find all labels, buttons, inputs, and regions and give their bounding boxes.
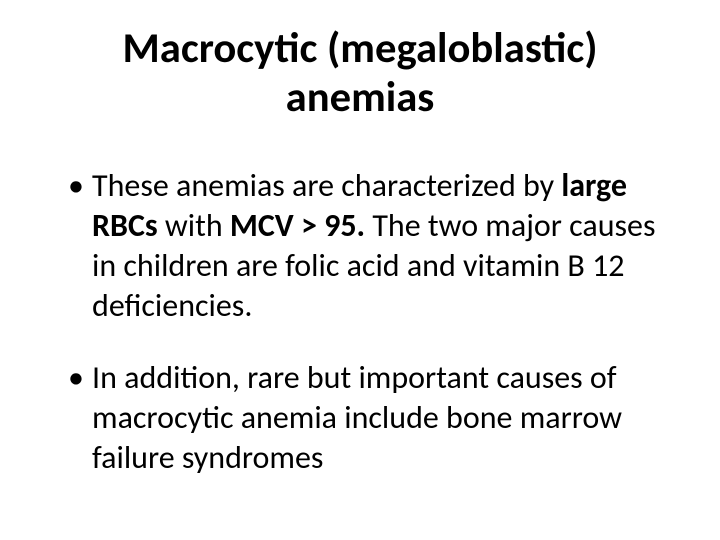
- slide: Macrocytic (megaloblastic) anemias These…: [0, 0, 720, 540]
- bullet-text-pre: These anemias are characterized by: [92, 166, 561, 205]
- slide-title: Macrocytic (megaloblastic) anemias: [48, 24, 672, 122]
- list-item: These anemias are characterized by large…: [68, 166, 672, 326]
- bullet-list: These anemias are characterized by large…: [48, 166, 672, 478]
- bullet-text-bold: MCV > 95.: [230, 206, 372, 245]
- list-item: In addition, rare but important causes o…: [68, 358, 672, 478]
- bullet-text-mid: with: [165, 206, 230, 245]
- bullet-text-pre: In addition, rare but important causes o…: [92, 358, 622, 477]
